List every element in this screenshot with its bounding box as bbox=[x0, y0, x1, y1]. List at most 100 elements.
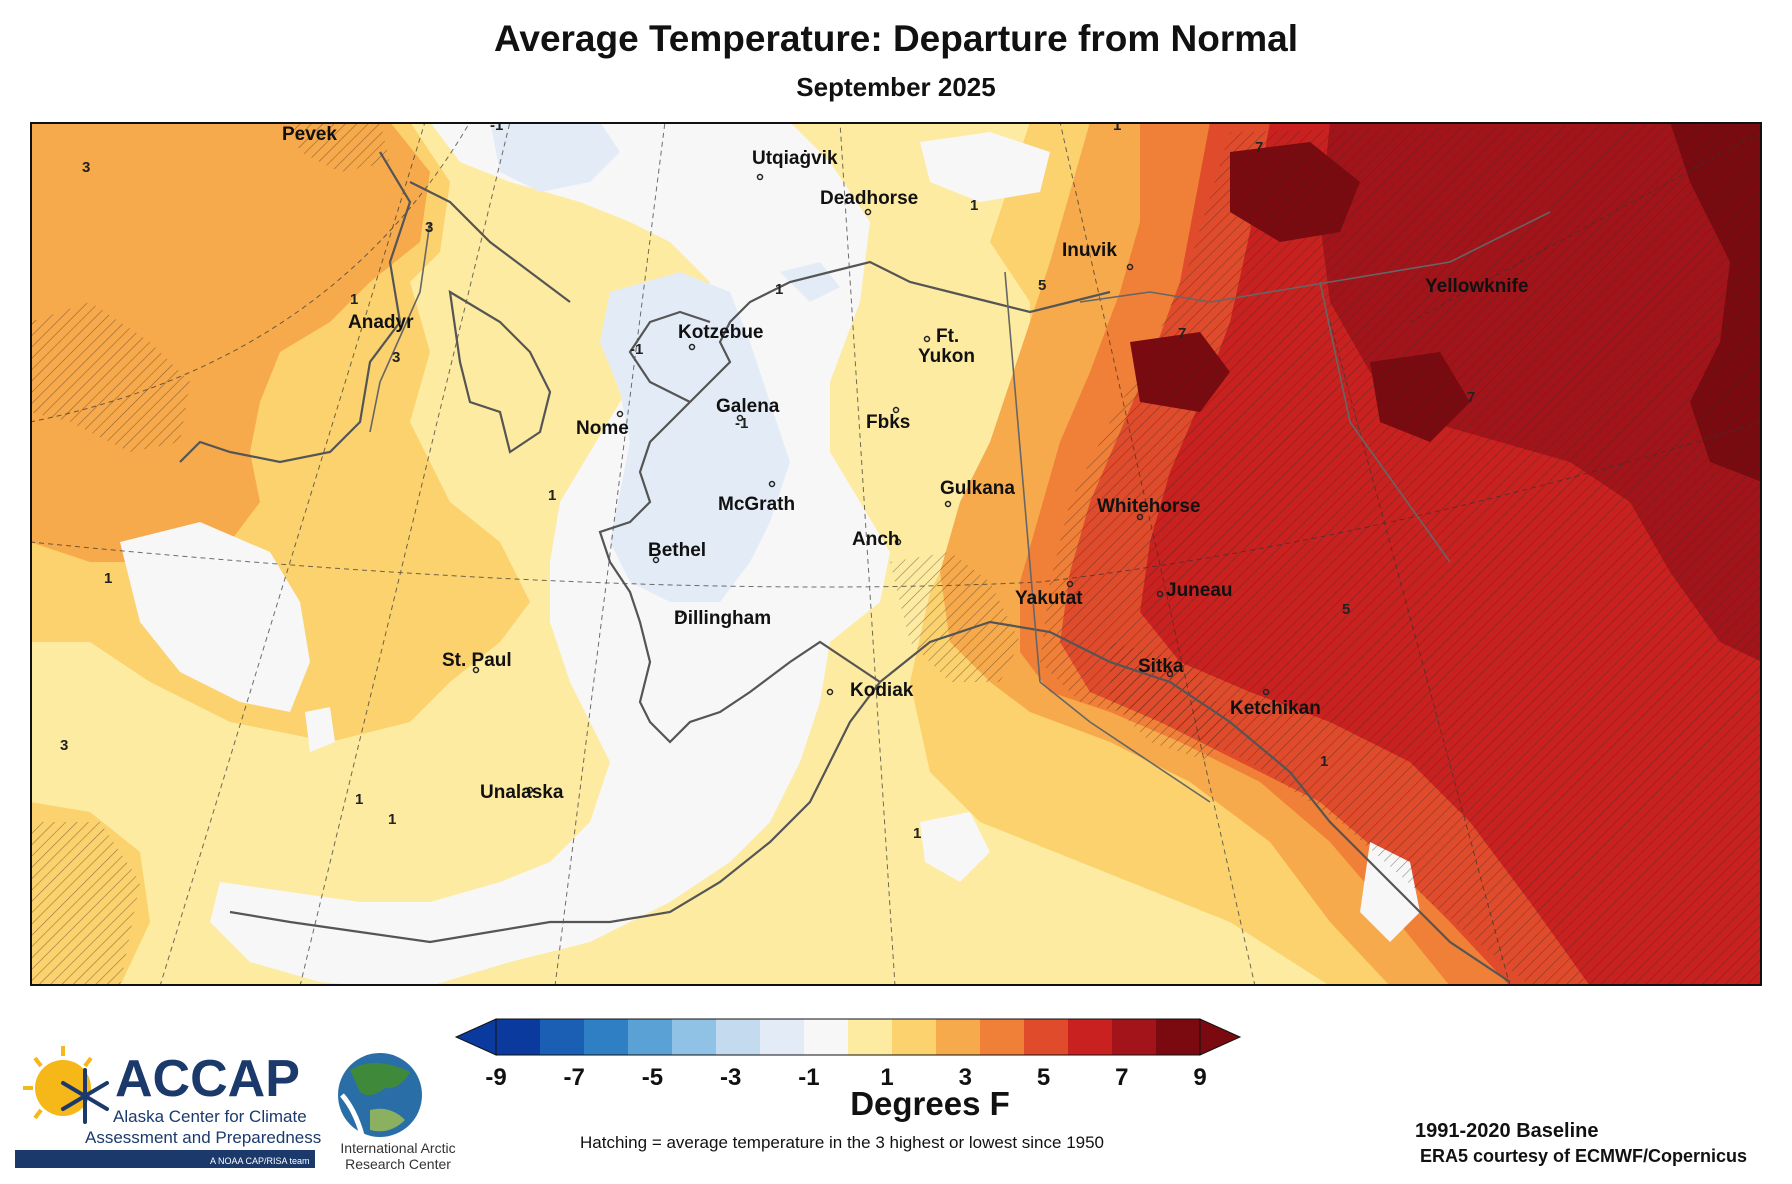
contour-label: 7 bbox=[1178, 325, 1186, 342]
hatching-southwest bbox=[30, 822, 140, 986]
legend-swatch bbox=[1112, 1019, 1156, 1055]
contour-labels: 3 3 3 3 1 1 1 1 1 1 1 1 1 1 5 5 7 7 7 -1… bbox=[60, 122, 1475, 842]
legend-swatch bbox=[1024, 1019, 1068, 1055]
anomaly-zone-neutral-north bbox=[920, 132, 1050, 202]
city-label-unalaska: Unalaska bbox=[480, 782, 564, 803]
city-label-anadyr: Anadyr bbox=[348, 312, 414, 333]
legend-tick-label: -3 bbox=[720, 1064, 741, 1085]
city-label-yakutat: Yakutat bbox=[1015, 588, 1083, 609]
contour-label: 1 bbox=[775, 281, 783, 298]
legend-swatch bbox=[980, 1019, 1024, 1055]
legend-tick-label: -7 bbox=[564, 1064, 585, 1085]
city-label-kotzebue: Kotzebue bbox=[678, 322, 764, 343]
legend-swatch bbox=[628, 1019, 672, 1055]
hatching-anch bbox=[890, 552, 1020, 682]
contour-label: 3 bbox=[82, 159, 90, 176]
anomaly-zone-cool-arctic bbox=[490, 122, 620, 192]
legend-tick-label: 1 bbox=[880, 1064, 893, 1085]
legend-swatch bbox=[496, 1019, 540, 1055]
city-label-kodiak: Kodiak bbox=[850, 680, 914, 701]
coastlines bbox=[179, 151, 1511, 983]
contour-label: 1 bbox=[913, 825, 921, 842]
contour-label: 1 bbox=[970, 197, 978, 214]
contour-label: 3 bbox=[392, 349, 400, 366]
hatching-northwest bbox=[290, 122, 390, 172]
contour-label: 7 bbox=[1467, 389, 1475, 406]
legend-tick-label: 9 bbox=[1193, 1064, 1206, 1085]
city-label-nome: Nome bbox=[576, 418, 629, 439]
contour-label: 1 bbox=[1113, 122, 1121, 134]
legend-swatch bbox=[540, 1019, 584, 1055]
map-title: Average Temperature: Departure from Norm… bbox=[494, 18, 1298, 59]
contour-label: 1 bbox=[548, 487, 556, 504]
legend-swatch bbox=[892, 1019, 936, 1055]
city-label-dillingham: Dillingham bbox=[674, 608, 771, 629]
city-label-fbks: Fbks bbox=[866, 412, 910, 433]
legend-swatch bbox=[672, 1019, 716, 1055]
legend-tick-label: 7 bbox=[1115, 1064, 1128, 1085]
city-label-yellowknife: Yellowknife bbox=[1425, 276, 1528, 297]
city-label-deadhorse: Deadhorse bbox=[820, 188, 918, 209]
legend-units-label: Degrees F bbox=[850, 1085, 1010, 1122]
city-label-galena: Galena bbox=[716, 396, 780, 417]
city-label-anch: Anch bbox=[852, 529, 900, 550]
contour-label: 5 bbox=[1342, 601, 1350, 618]
color-legend: -9 -7 -5 -3 -1 1 3 5 7 9 bbox=[454, 1018, 1242, 1085]
legend-swatch bbox=[936, 1019, 980, 1055]
hatching-east bbox=[1040, 122, 1762, 986]
city-label-yukon: Yukon bbox=[918, 346, 975, 367]
anomaly-zone-neutral-sea2 bbox=[305, 707, 335, 752]
city-label-pevek: Pevek bbox=[282, 124, 337, 145]
accap-line1: Alaska Center for Climate bbox=[113, 1107, 307, 1126]
city-label-mcgrath: McGrath bbox=[718, 494, 795, 515]
hatching-west bbox=[30, 302, 190, 452]
legend-arrow-high bbox=[1199, 1018, 1242, 1056]
city-label-gulkana: Gulkana bbox=[940, 478, 1015, 499]
city-label-bethel: Bethel bbox=[648, 540, 706, 561]
map-frame bbox=[30, 122, 1762, 986]
city-label-juneau: Juneau bbox=[1166, 580, 1233, 601]
anomaly-zone-cool-interior bbox=[600, 272, 790, 602]
hatching-note: Hatching = average temperature in the 3 … bbox=[580, 1133, 1105, 1152]
city-markers bbox=[472, 173, 1270, 794]
contour-label: 1 bbox=[388, 811, 396, 828]
legend-tick-label: 3 bbox=[959, 1064, 972, 1085]
contour-label: -1 bbox=[490, 122, 503, 134]
legend-swatch bbox=[848, 1019, 892, 1055]
contour-label: 1 bbox=[104, 570, 112, 587]
accap-logo: ACCAP Alaska Center for Climate Assessme… bbox=[15, 1046, 321, 1168]
legend-tick-label: 5 bbox=[1037, 1064, 1050, 1085]
legend-tick-label: -5 bbox=[642, 1064, 663, 1085]
iarc-line1: International Arctic bbox=[340, 1140, 456, 1156]
legend-swatch bbox=[584, 1019, 628, 1055]
baseline-note: 1991-2020 Baseline bbox=[1415, 1120, 1599, 1142]
data-credit: ERA5 courtesy of ECMWF/Copernicus bbox=[1420, 1146, 1748, 1166]
iarc-label: International Arctic Research Center bbox=[328, 1140, 468, 1172]
legend-tick-label: -1 bbox=[798, 1064, 819, 1085]
map-subtitle: September 2025 bbox=[796, 72, 996, 102]
city-label-st-paul: St. Paul bbox=[442, 650, 512, 671]
city-labels: Pevek Anadyr Utqiaġvik Deadhorse Inuvik … bbox=[282, 124, 1528, 803]
contour-label: 1 bbox=[355, 791, 363, 808]
city-label-whitehorse: Whitehorse bbox=[1097, 496, 1200, 517]
iarc-line2: Research Center bbox=[345, 1156, 451, 1172]
graticule bbox=[30, 122, 1762, 986]
accap-line2: Assessment and Preparedness bbox=[85, 1128, 321, 1147]
sun-snowflake-icon bbox=[23, 1046, 109, 1124]
contour-label: 3 bbox=[425, 219, 433, 236]
legend-swatch bbox=[716, 1019, 760, 1055]
contour-label: 1 bbox=[350, 291, 358, 308]
legend-tick-label: -9 bbox=[485, 1064, 506, 1085]
accap-wordmark: ACCAP bbox=[115, 1050, 300, 1108]
contour-label: 7 bbox=[1255, 139, 1263, 156]
iarc-globe-icon bbox=[338, 1053, 422, 1137]
legend-swatch bbox=[804, 1019, 848, 1055]
city-label-sitka: Sitka bbox=[1138, 656, 1184, 677]
contour-label: 5 bbox=[1038, 277, 1046, 294]
legend-swatch bbox=[1068, 1019, 1112, 1055]
city-label-utqiagvik: Utqiaġvik bbox=[752, 148, 838, 169]
city-label-ft: Ft. bbox=[936, 326, 959, 347]
contour-label: -1 bbox=[630, 341, 643, 358]
city-label-ketchikan: Ketchikan bbox=[1230, 698, 1321, 719]
contour-label: 3 bbox=[60, 737, 68, 754]
